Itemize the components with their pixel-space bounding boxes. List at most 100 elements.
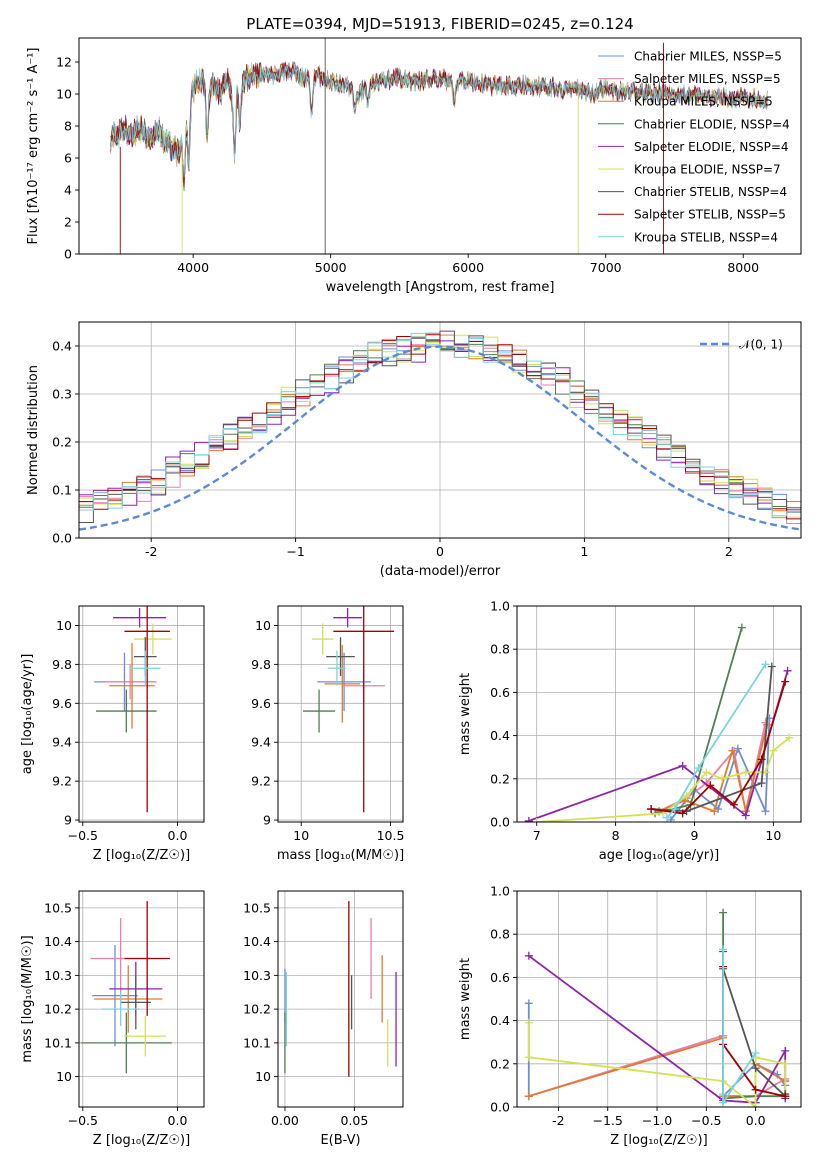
y-tick-label: 9.2 [251,774,271,789]
y-tick-label: 10.3 [243,968,271,983]
x-tick-label: -2 [145,544,157,559]
weight-marker [678,761,687,770]
x-tick-label: −1.5 [593,1113,623,1128]
axes-frame [78,321,802,539]
y-tick-label: 10 [56,87,72,102]
y-tick-label: 9.4 [251,735,271,750]
y-axis-label: Flux [fλ10⁻¹⁷ erg cm⁻² s⁻¹ A⁻¹] [26,48,41,245]
y-axis-label: Normed distribution [26,365,41,495]
y-tick-label: 0.2 [52,435,72,450]
panel-residuals: -2 −1 0 1 2 0.0 0.1 0.2 0.3 0.4 (data-model)/error… [26,321,802,579]
x-tick-label: 7000 [590,260,622,275]
y-tick-label: 9.2 [52,774,72,789]
weight-marker [719,1098,728,1107]
y-tick-label: 1.0 [490,599,510,614]
weight-marker [718,774,727,783]
y-tick-label: 0.2 [490,1056,510,1071]
y-tick-label: 0.0 [490,815,510,830]
y-tick-label: 10 [255,1069,271,1084]
y-tick-label: 0.8 [490,642,510,657]
x-tick-label: 8000 [727,260,759,275]
y-axis-label: mass [log₁₀(M/M☉)] [20,935,35,1062]
y-tick-label: 10 [56,1069,72,1084]
weight-marker [710,807,719,816]
x-tick-label: 0.0 [746,1113,766,1128]
weight-marker [751,1103,760,1107]
x-axis-label: mass [log₁₀(M/M☉)] [277,848,404,863]
y-tick-label: 0 [64,247,72,262]
legend-label: Salpeter ELODIE, NSSP=4 [634,140,789,154]
axes-frame [78,605,205,823]
axes-frame [78,890,205,1108]
panel-age_vs_z: −0.5 0.0 9 9.2 9.4 9.6 9.8 10 Z [log₁₀(Z/Z☉)] age… [20,605,205,863]
x-axis-label: Z [log₁₀(Z/Z☉)] [93,848,190,863]
weight-marker [781,1059,790,1068]
weight-marker [662,813,671,822]
x-tick-label: −0.5 [68,828,98,843]
weight-marker [694,764,703,772]
panel-mass_vs_ebv: 0.00 0.05 10 10.1 10.2 10.3 10.4 10.5 E(B-V) [243,890,404,1148]
weight-marker [702,768,711,777]
weight-marker [524,999,533,1008]
panel-weight_vs_z: -2 −1.5 −1.0 −0.5 0.0 0.0 0.2 0.4 0.6 0.8 1.0 Z [lo… [458,884,802,1148]
legend-label: Kroupa STELIB, NSSP=4 [634,230,778,244]
legend-label: Chabrier ELODIE, NSSP=4 [634,117,790,131]
y-tick-label: 10.5 [44,900,72,915]
x-axis-label: Z [log₁₀(Z/Z☉)] [93,1133,190,1148]
axes-frame [516,890,802,1108]
weight-marker [751,1064,760,1073]
y-tick-label: 0.8 [490,927,510,942]
axes-frame [78,37,802,255]
weight-marker [524,1018,533,1027]
plot-area-weight_vs_z [524,908,790,1107]
weight-marker [719,908,728,917]
weight-marker [785,733,794,742]
plot-area-weight_vs_age [524,623,794,822]
weight-line [650,681,787,815]
x-tick-label: 10.5 [377,828,405,843]
x-tick-label: 0.0 [168,1113,188,1128]
y-tick-label: 8 [64,119,72,134]
x-tick-label: −0.5 [691,1113,721,1128]
plot-area-mass_vs_z [80,901,172,1074]
weight-marker [728,746,737,755]
weight-marker [757,755,766,764]
weight-marker [729,800,738,809]
axes-frame [277,605,404,823]
axes-frame [516,605,802,823]
x-tick-label: 8 [612,828,620,843]
panel-weight_vs_age: 7 8 9 10 0.0 0.2 0.4 0.6 0.8 1.0 age [log₁₀(age/yr… [458,599,802,863]
x-tick-label: -2 [552,1113,564,1128]
y-tick-label: 9.4 [52,735,72,750]
weight-marker [761,660,770,669]
x-tick-label: 0 [436,544,444,559]
plot-area-age_vs_mass [303,606,395,813]
x-tick-label: −1.0 [642,1113,672,1128]
weight-marker [783,666,792,675]
y-tick-label: 0.2 [490,771,510,786]
weight-marker [741,811,750,820]
y-tick-label: 9.6 [251,696,271,711]
legend-label: Kroupa ELODIE, NSSP=7 [634,163,781,177]
y-tick-label: 0.0 [490,1100,510,1115]
plot-area-spectrum [110,38,768,254]
y-tick-label: 10 [255,618,271,633]
x-tick-label: 10 [765,828,781,843]
weight-line [722,949,757,1106]
weight-line [666,663,767,819]
y-tick-label: 10.2 [243,1002,271,1017]
x-tick-label: 0.0 [168,828,188,843]
plot-area-mass_vs_ebv [284,901,397,1077]
y-tick-label: 4 [64,183,72,198]
y-tick-label: 2 [64,215,72,230]
y-tick-label: 10.1 [44,1035,72,1050]
x-tick-label: 9 [691,828,699,843]
x-axis-label: age [log₁₀(age/yr)] [599,848,720,863]
weight-marker [524,951,533,960]
y-axis-label: mass weight [458,673,473,755]
legend-label: Salpeter MILES, NSSP=5 [634,72,781,86]
x-axis-label: (data-model)/error [380,564,501,579]
y-tick-label: 0.4 [490,1013,510,1028]
x-axis-label: E(B-V) [320,1133,360,1148]
y-tick-label: 9 [263,813,271,828]
